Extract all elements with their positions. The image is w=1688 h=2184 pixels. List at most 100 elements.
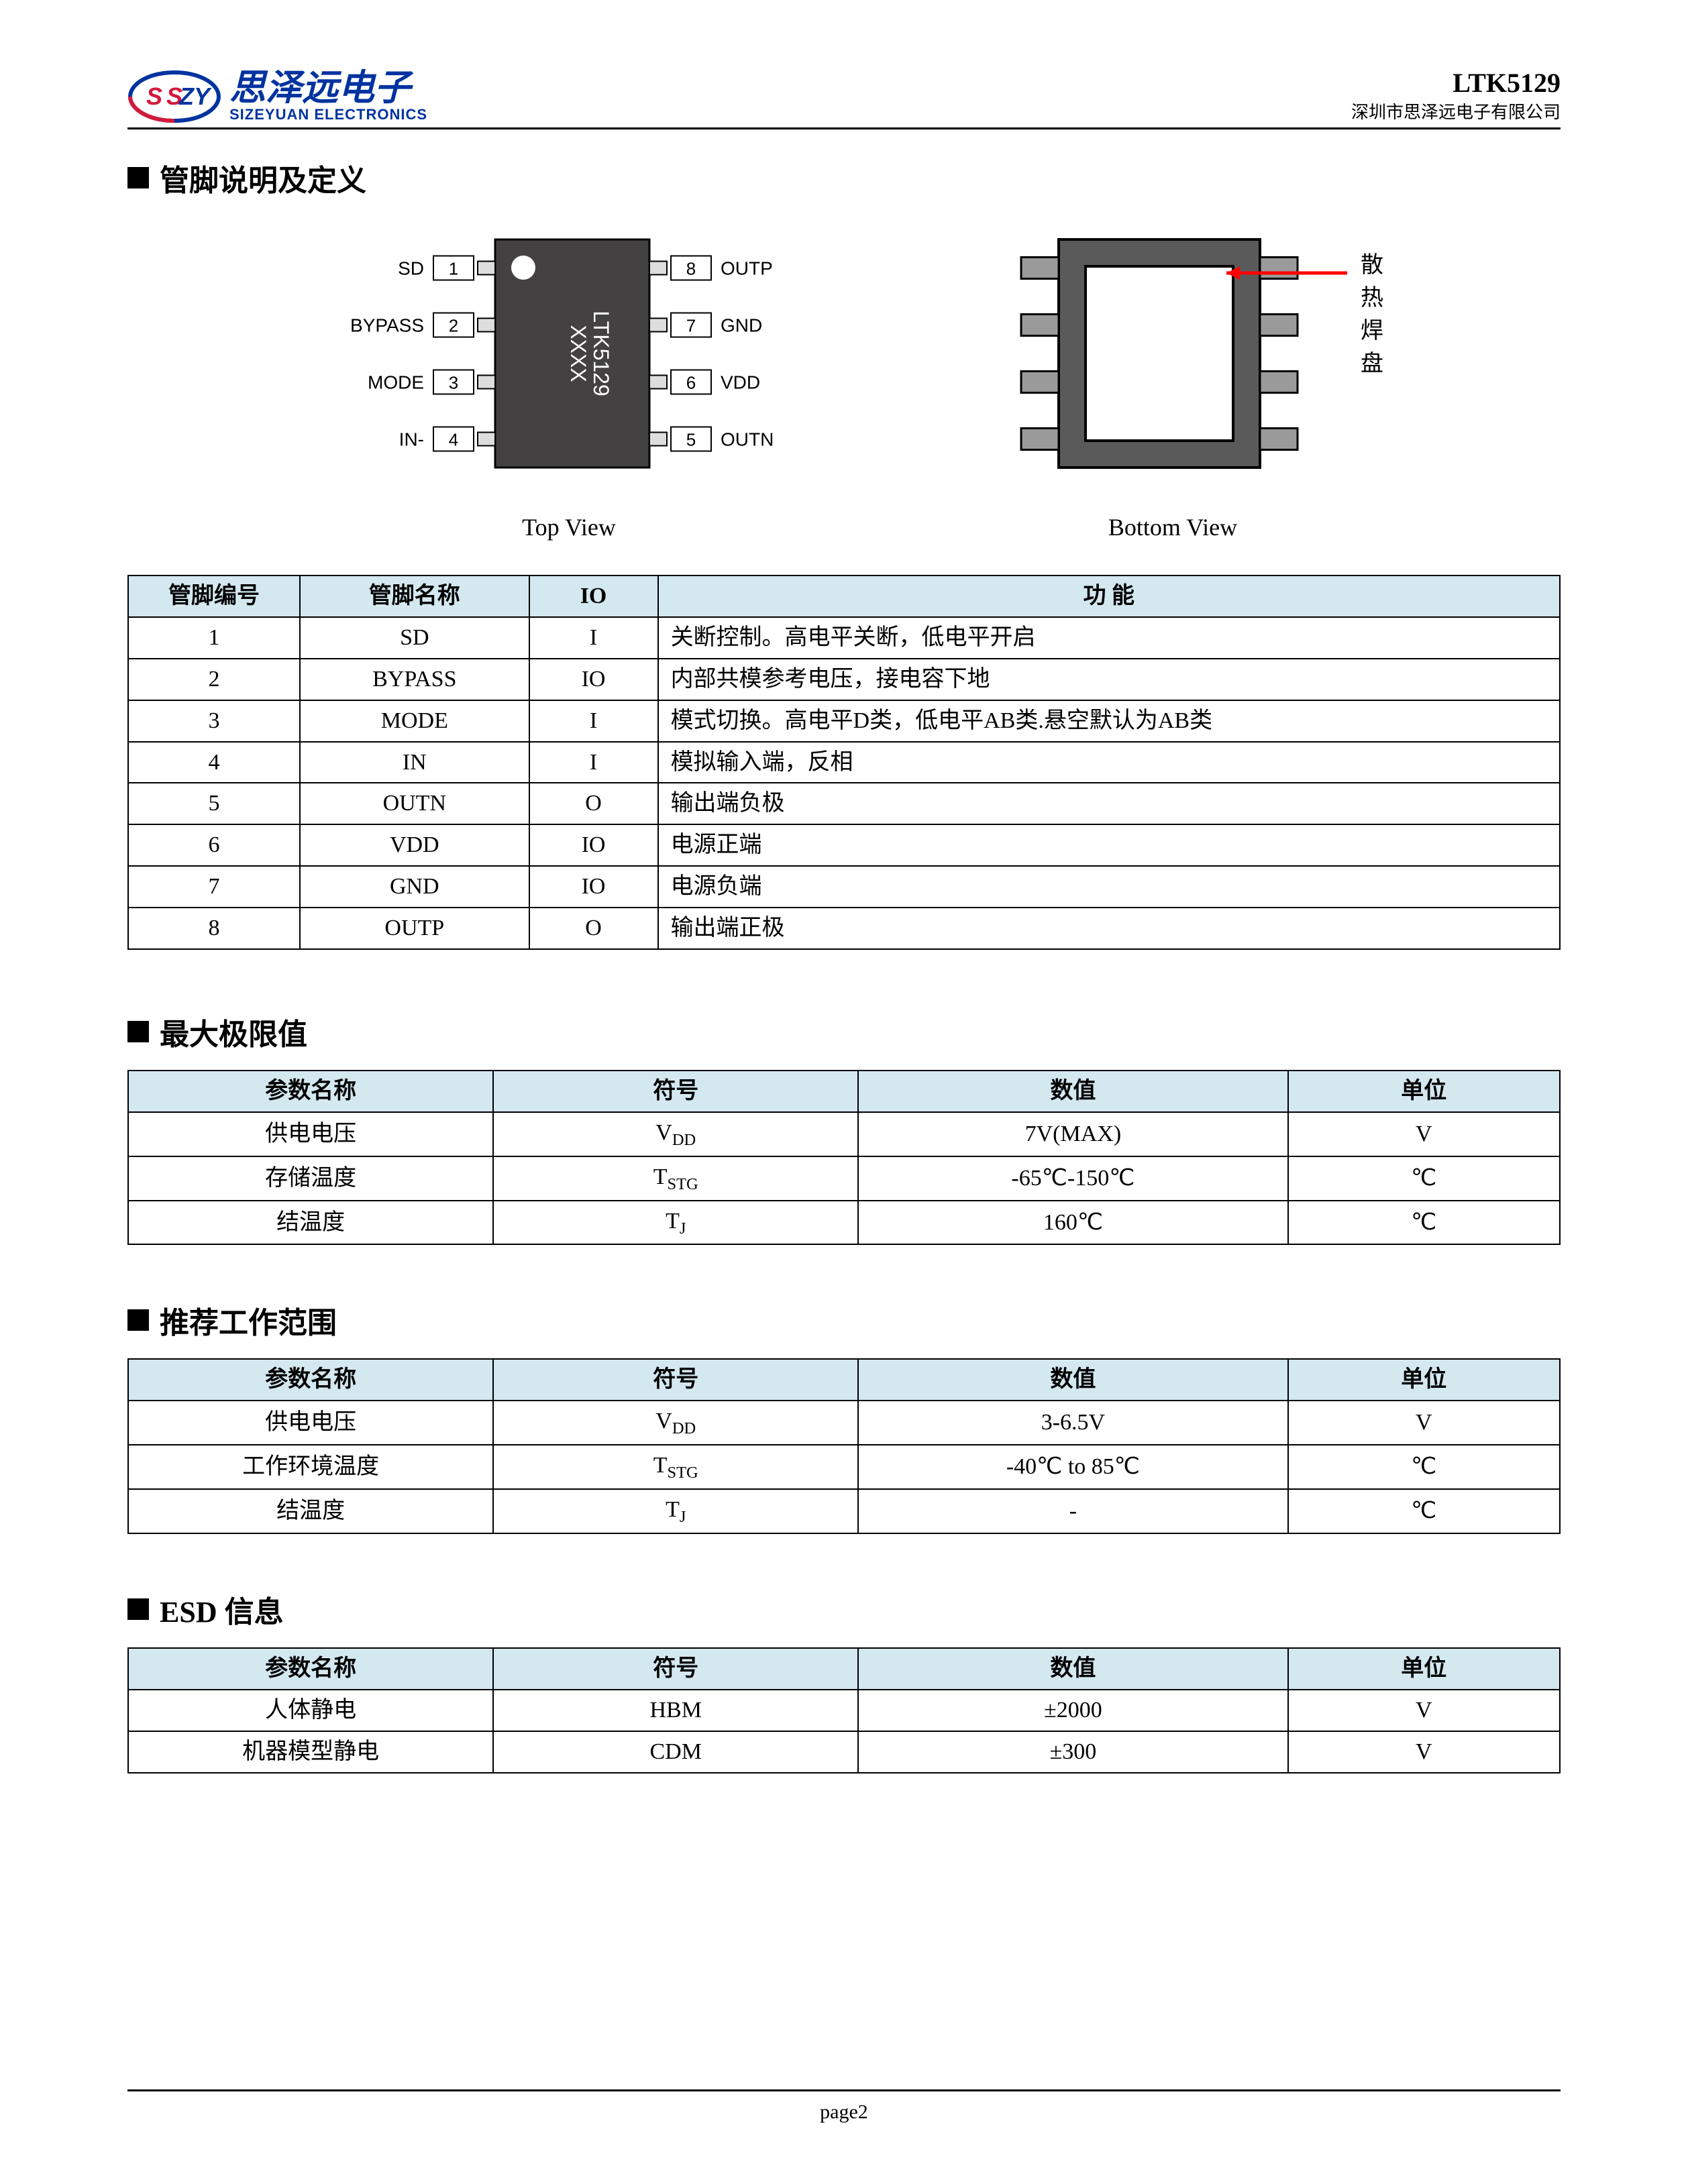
page-header: S ZY S 思泽远电子 SIZEYUAN ELECTRONICS LTK512… <box>127 67 1561 129</box>
table-cell: 8 <box>128 908 300 949</box>
pin-table: 管脚编号管脚名称IO功 能1SDI关断控制。高电平关断，低电平开启2BYPASS… <box>127 575 1561 950</box>
table-row: 人体静电HBM±2000V <box>128 1690 1560 1731</box>
table-cell: IN <box>300 742 529 783</box>
section-heading-absmax: 最大极限值 <box>127 1010 1561 1053</box>
thermal-pad-callout: 散热焊盘 <box>1361 246 1383 378</box>
section-title: 推荐工作范围 <box>160 1299 337 1342</box>
top-view: LTK5129XXXX1SD2BYPASS3MODE4IN-8OUTP7GND6… <box>327 219 810 541</box>
table-row: 存储温度TSTG-65℃-150℃℃ <box>128 1156 1560 1201</box>
svg-text:1: 1 <box>449 259 458 279</box>
table-cell: -65℃-150℃ <box>858 1156 1287 1201</box>
table-cell: 5 <box>128 783 300 824</box>
table-cell: 结温度 <box>128 1201 493 1245</box>
svg-text:S: S <box>146 83 162 110</box>
section-heading-pins: 管脚说明及定义 <box>127 156 1561 199</box>
svg-text:BYPASS: BYPASS <box>350 315 424 336</box>
table-row: 结温度TJ-℃ <box>128 1489 1560 1533</box>
table-cell: 3 <box>128 700 300 742</box>
bottom-view-svg <box>985 219 1361 501</box>
table-row: 4INI模拟输入端，反相 <box>128 742 1560 783</box>
table-cell: GND <box>300 866 529 908</box>
table-cell: V <box>1288 1690 1561 1731</box>
table-row: 结温度TJ160℃℃ <box>128 1201 1560 1245</box>
table-cell: VDD <box>300 824 529 866</box>
table-cell: TJ <box>493 1489 858 1533</box>
logo-en: SIZEYUAN ELECTRONICS <box>229 106 427 123</box>
table-cell: 内部共模参考电压，接电容下地 <box>658 659 1560 700</box>
table-header: 单位 <box>1288 1648 1561 1690</box>
diagram-area: LTK5129XXXX1SD2BYPASS3MODE4IN-8OUTP7GND6… <box>127 219 1561 541</box>
svg-text:6: 6 <box>686 373 696 393</box>
table-cell: VDD <box>493 1401 858 1445</box>
table-cell: O <box>529 783 658 824</box>
table-row: 供电电压VDD3-6.5VV <box>128 1401 1560 1445</box>
table-header: 功 能 <box>658 576 1560 617</box>
table-cell: 电源正端 <box>658 824 1560 866</box>
svg-text:ZY: ZY <box>178 83 212 110</box>
table-cell: 模拟输入端，反相 <box>658 742 1560 783</box>
bullet-icon <box>127 1309 149 1331</box>
table-row: 供电电压VDD7V(MAX)V <box>128 1112 1560 1156</box>
svg-text:7: 7 <box>686 316 696 336</box>
table-cell: ℃ <box>1288 1445 1561 1489</box>
table-header: 单位 <box>1288 1071 1561 1112</box>
table-header: 管脚名称 <box>300 576 529 617</box>
table-header: IO <box>529 576 658 617</box>
table-cell: 工作环境温度 <box>128 1445 493 1489</box>
table-cell: ℃ <box>1288 1156 1561 1201</box>
table-cell: 电源负端 <box>658 866 1560 908</box>
table-cell: IO <box>529 824 658 866</box>
esd-table: 参数名称符号数值单位人体静电HBM±2000V机器模型静电CDM±300V <box>127 1647 1561 1773</box>
bottom-view-caption: Bottom View <box>985 513 1361 541</box>
table-cell: MODE <box>300 700 529 742</box>
table-header: 参数名称 <box>128 1359 493 1401</box>
bullet-icon <box>127 1598 149 1620</box>
table-header: 单位 <box>1288 1359 1561 1401</box>
table-cell: SD <box>300 617 529 659</box>
table-cell: 机器模型静电 <box>128 1731 493 1773</box>
table-cell: -40℃ to 85℃ <box>858 1445 1287 1489</box>
svg-text:OUTN: OUTN <box>721 429 774 450</box>
table-row: 3MODEI模式切换。高电平D类，低电平AB类.悬空默认为AB类 <box>128 700 1560 742</box>
table-cell: ±300 <box>858 1731 1287 1773</box>
table-cell: V <box>1288 1112 1561 1156</box>
section-title: 管脚说明及定义 <box>160 156 366 199</box>
table-row: 1SDI关断控制。高电平关断，低电平开启 <box>128 617 1560 659</box>
table-cell: 输出端负极 <box>658 783 1560 824</box>
table-cell: 人体静电 <box>128 1690 493 1731</box>
section-title: 最大极限值 <box>160 1010 307 1053</box>
logo-cn: 思泽远电子 <box>229 70 427 106</box>
table-header: 数值 <box>858 1648 1287 1690</box>
table-cell: BYPASS <box>300 659 529 700</box>
table-header: 符号 <box>493 1648 858 1690</box>
table-row: 2BYPASSIO内部共模参考电压，接电容下地 <box>128 659 1560 700</box>
table-cell: IO <box>529 866 658 908</box>
bullet-icon <box>127 167 149 188</box>
part-number: LTK5129 <box>1351 67 1561 99</box>
svg-text:GND: GND <box>721 315 762 336</box>
table-row: 机器模型静电CDM±300V <box>128 1731 1560 1773</box>
table-cell: TSTG <box>493 1156 858 1201</box>
table-cell: 存储温度 <box>128 1156 493 1201</box>
logo-block: S ZY S 思泽远电子 SIZEYUAN ELECTRONICS <box>127 70 427 123</box>
table-cell: 1 <box>128 617 300 659</box>
table-cell: 6 <box>128 824 300 866</box>
table-cell: 供电电压 <box>128 1401 493 1445</box>
table-cell: TJ <box>493 1201 858 1245</box>
top-view-caption: Top View <box>327 513 810 541</box>
table-row: 6VDDIO电源正端 <box>128 824 1560 866</box>
bottom-view: Bottom View 散热焊盘 <box>985 219 1361 541</box>
table-header: 符号 <box>493 1071 858 1112</box>
svg-text:MODE: MODE <box>368 372 424 393</box>
bullet-icon <box>127 1021 149 1042</box>
section-heading-esd: ESD 信息 <box>127 1588 1561 1631</box>
table-cell: 7V(MAX) <box>858 1112 1287 1156</box>
svg-text:3: 3 <box>449 373 458 393</box>
table-cell: V <box>1288 1731 1561 1773</box>
table-cell: V <box>1288 1401 1561 1445</box>
table-cell: 160℃ <box>858 1201 1287 1245</box>
table-cell: 4 <box>128 742 300 783</box>
table-cell: ±2000 <box>858 1690 1287 1731</box>
company-name: 深圳市思泽远电子有限公司 <box>1351 99 1561 123</box>
header-right: LTK5129 深圳市思泽远电子有限公司 <box>1351 67 1561 123</box>
